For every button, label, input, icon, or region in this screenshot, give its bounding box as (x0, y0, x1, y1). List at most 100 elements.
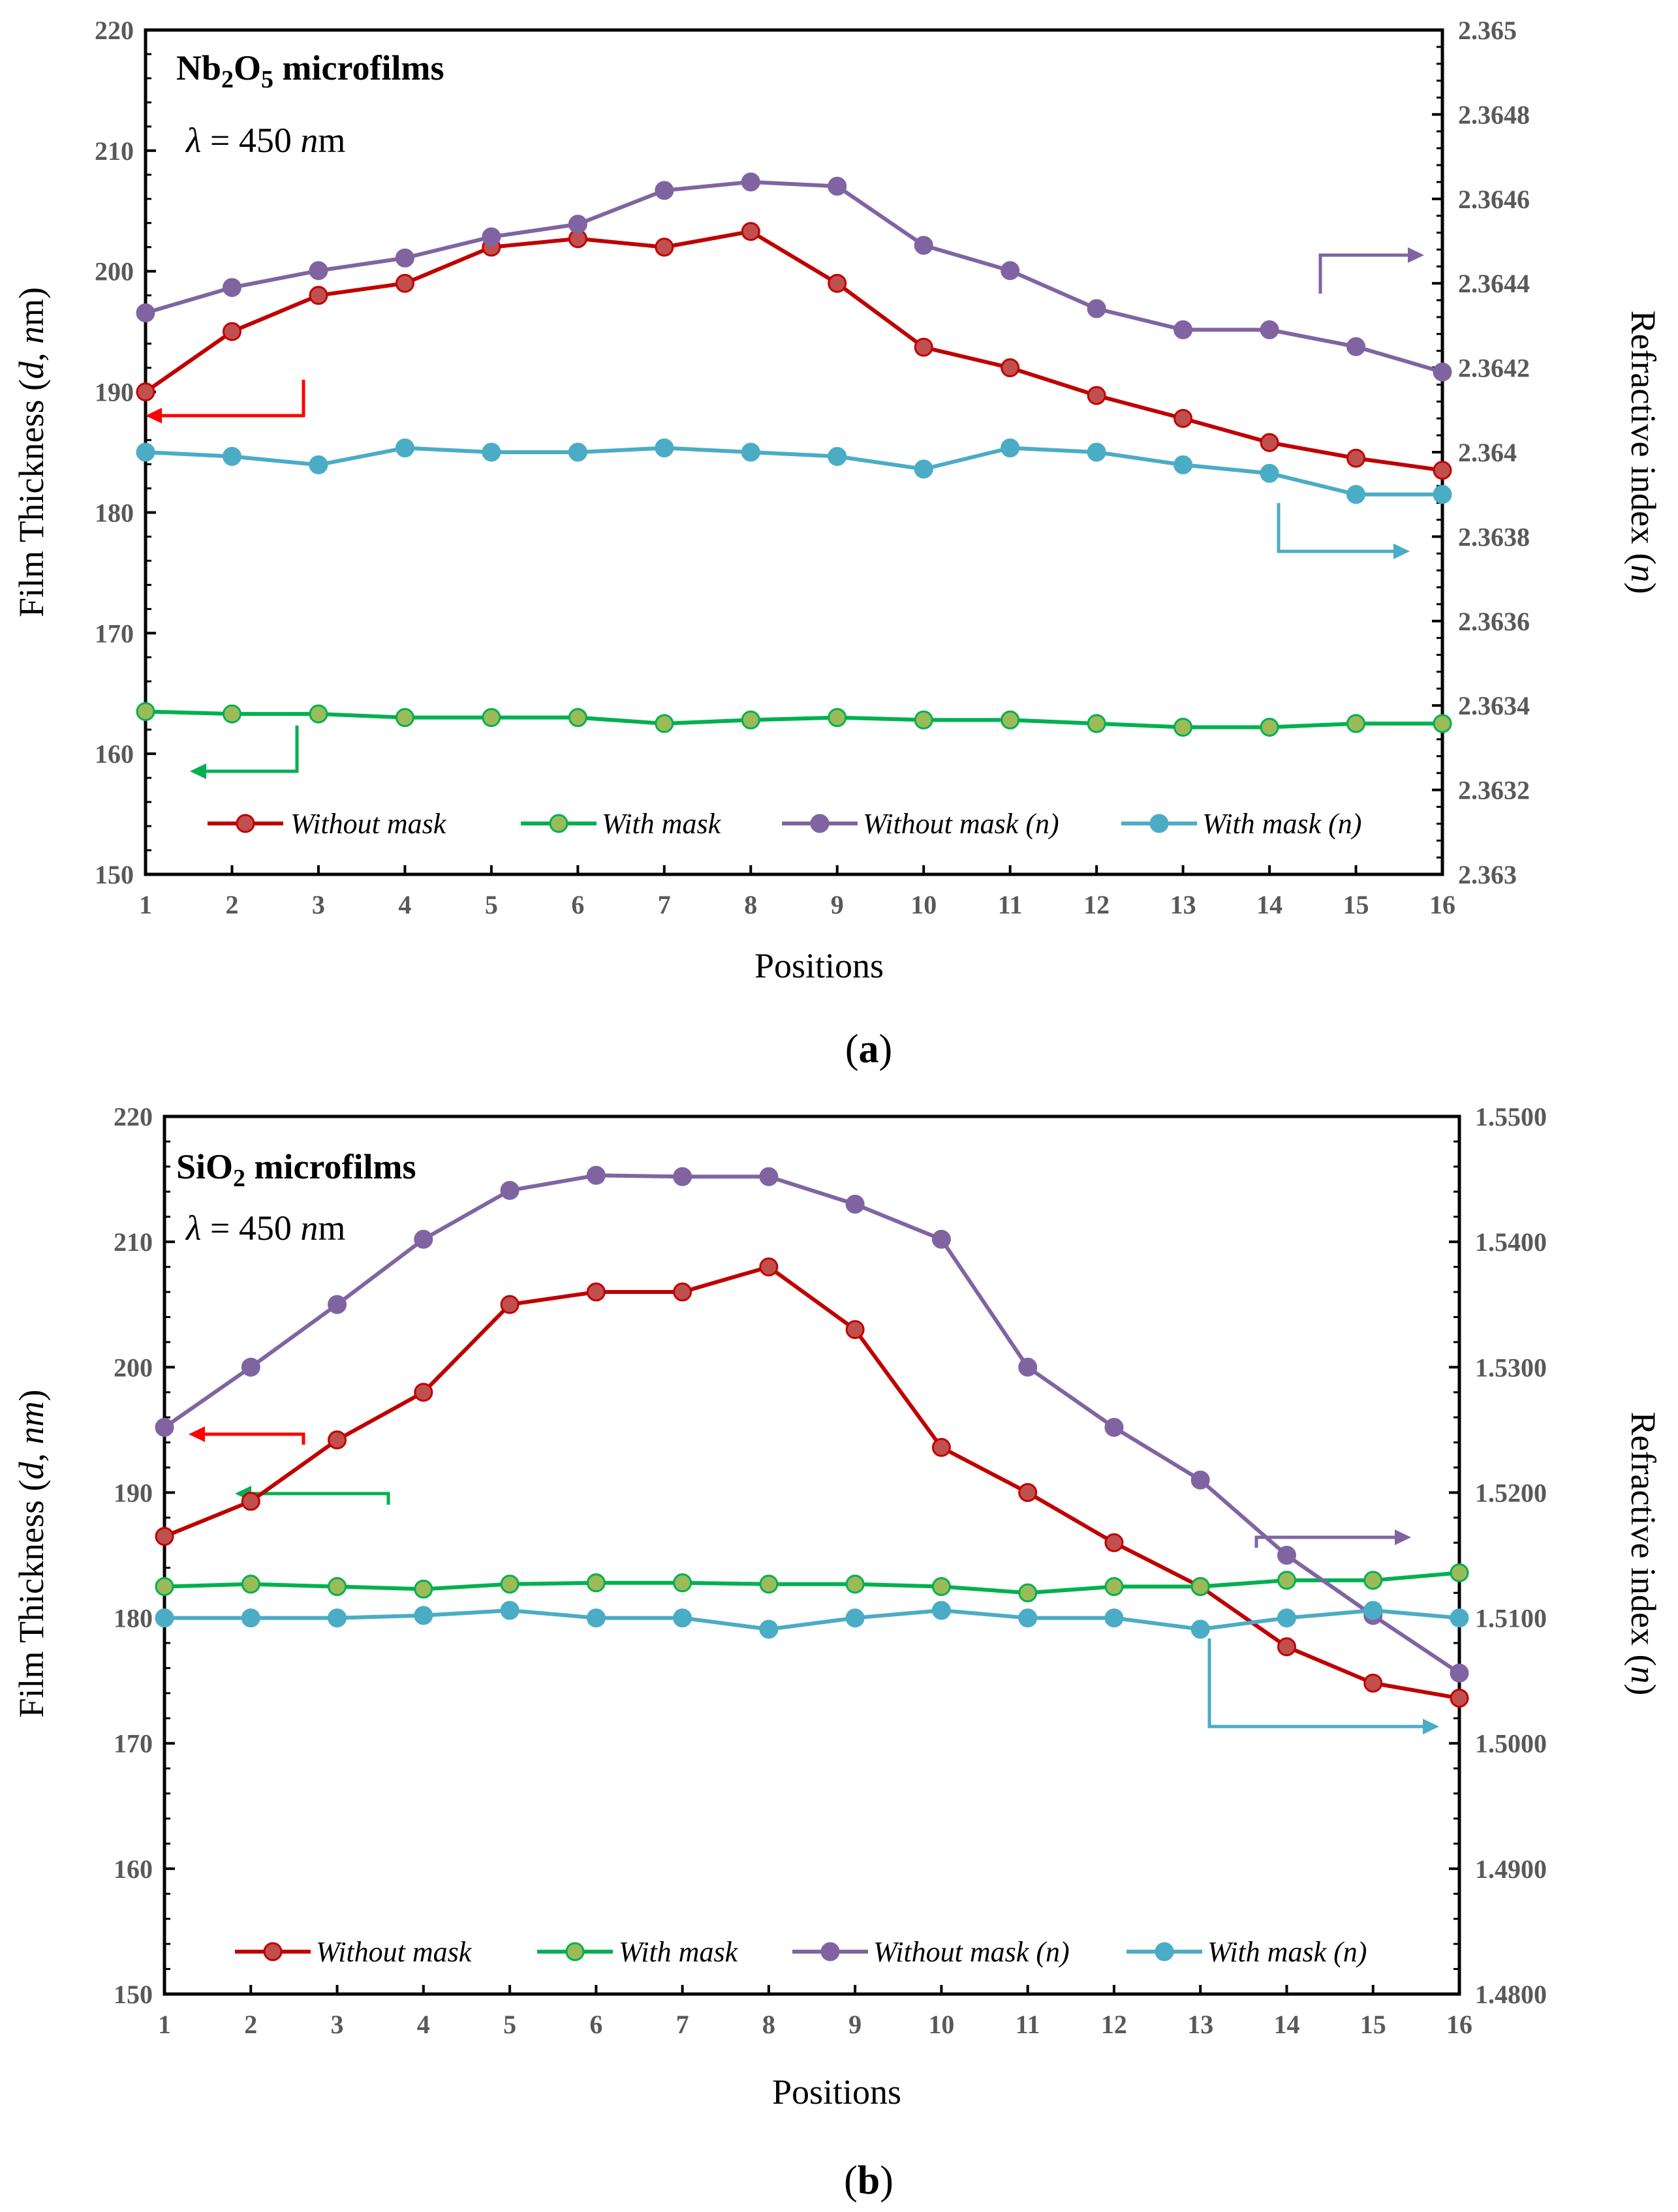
legend-label: Without mask (n) (873, 1936, 1070, 1968)
y2-tick-label: 1.5000 (1475, 1729, 1547, 1759)
data-point (931, 1437, 951, 1457)
y2-tick-label: 2.3634 (1458, 691, 1530, 720)
data-point (655, 438, 674, 458)
data-point (1087, 299, 1106, 318)
data-point (1001, 261, 1020, 281)
y-tick-label: 180 (114, 1604, 153, 1633)
red-arrow-left (205, 1432, 305, 1445)
cyan-arrow-right (1277, 503, 1393, 553)
data-point (673, 1282, 692, 1302)
series-with-mask (155, 1563, 1469, 1603)
data-point (673, 1167, 692, 1186)
data-point (1173, 320, 1193, 339)
legend-item-without-mask: Without mask (208, 808, 447, 840)
data-point (1001, 358, 1020, 378)
x-tick-label: 11 (1016, 2010, 1040, 2039)
legend-item-without-mask: Without mask (235, 1936, 473, 1968)
data-point (914, 459, 933, 479)
data-point (222, 278, 241, 298)
x-tick-label: 11 (998, 890, 1023, 919)
y2-axis-title: Refractive index (n) (1624, 1412, 1663, 1696)
data-point (931, 1229, 951, 1249)
data-point (1001, 710, 1020, 730)
x-tick-label: 4 (398, 890, 411, 919)
data-point (1433, 714, 1452, 733)
x-axis-title: Positions (772, 2072, 901, 2112)
data-point (241, 1357, 260, 1377)
data-point (241, 1492, 260, 1511)
x-tick-label: 7 (676, 2010, 689, 2039)
y-tick-label: 180 (95, 498, 134, 527)
data-point (931, 1601, 951, 1620)
legend-marker (1155, 1942, 1174, 1961)
material-label: SiO2 microfilms (176, 1147, 416, 1192)
data-point (414, 1606, 433, 1625)
data-point (845, 1195, 865, 1214)
y-tick-label: 150 (95, 860, 134, 889)
x-tick-label: 13 (1170, 890, 1196, 919)
material-label: Nb2O5 microfilms (176, 48, 444, 93)
data-point (1450, 1689, 1469, 1708)
wavelength-label: λ = 450 nm (185, 121, 345, 160)
legend-item-with-mask-n: With mask (n) (1121, 808, 1361, 840)
legend-item-without-mask-n: Without mask (n) (782, 808, 1059, 840)
data-point (1363, 1571, 1383, 1590)
data-point (241, 1608, 260, 1628)
x-tick-label: 4 (417, 2010, 430, 2039)
data-point (931, 1577, 951, 1597)
y-tick-label: 190 (114, 1478, 153, 1507)
data-point (1087, 386, 1106, 405)
data-point (828, 273, 847, 293)
data-point (222, 446, 241, 466)
data-point (673, 1608, 692, 1628)
green-arrow-left (251, 1492, 390, 1505)
data-point (136, 303, 155, 322)
data-point (395, 708, 414, 728)
legend-marker (236, 814, 255, 833)
data-point (309, 261, 328, 281)
data-point (586, 1165, 606, 1185)
series-without-mask (155, 1257, 1469, 1708)
x-tick-label: 9 (848, 2010, 862, 2039)
legend-label: Without mask (316, 1936, 473, 1968)
data-point (1277, 1637, 1296, 1657)
y2-tick-label: 1.5500 (1475, 1102, 1547, 1131)
data-point (328, 1608, 347, 1628)
data-point (1450, 1608, 1469, 1628)
x-tick-label: 15 (1360, 2010, 1386, 2039)
data-point (500, 1180, 520, 1200)
y2-tick-label: 2.3636 (1458, 607, 1530, 636)
data-point (1277, 1546, 1296, 1565)
y-tick-label: 170 (95, 619, 134, 648)
data-point (1433, 362, 1452, 382)
purple-arrow-right (1318, 253, 1408, 294)
data-point (914, 236, 933, 255)
red-arrowhead (189, 1426, 205, 1442)
y-tick-label: 200 (114, 1353, 153, 1382)
data-point (828, 708, 847, 728)
data-point (914, 337, 933, 357)
y-tick-label: 150 (114, 1980, 153, 2009)
y2-tick-label: 2.3644 (1458, 269, 1530, 298)
data-point (845, 1608, 865, 1628)
series-with-mask-n (136, 438, 1452, 504)
red-arrow-left (162, 380, 305, 418)
series-without-mask-n (155, 1165, 1469, 1683)
data-point (482, 442, 501, 462)
data-point (1173, 455, 1193, 474)
data-point (1018, 1482, 1038, 1502)
data-point (759, 1620, 779, 1639)
y2-tick-label: 2.3646 (1458, 185, 1530, 214)
panel-label-b: (b) (844, 2158, 893, 2203)
panel-label-a: (a) (845, 1027, 892, 1071)
y2-tick-label: 1.5200 (1475, 1478, 1547, 1507)
legend-item-without-mask-n: Without mask (n) (792, 1936, 1070, 1968)
data-point (741, 222, 760, 241)
x-tick-label: 6 (571, 890, 584, 919)
data-point (655, 181, 674, 200)
x-tick-label: 6 (589, 2010, 602, 2039)
y2-tick-label: 1.4900 (1475, 1854, 1547, 1884)
data-point (1190, 1470, 1210, 1490)
y-tick-label: 190 (95, 378, 134, 407)
